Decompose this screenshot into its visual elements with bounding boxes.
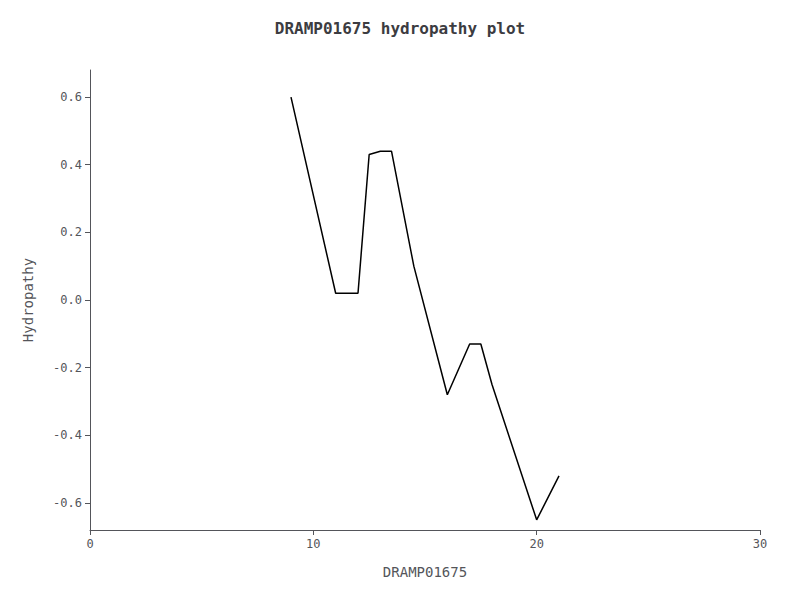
svg-text:0.2: 0.2 [60, 225, 82, 239]
svg-text:-0.4: -0.4 [53, 428, 82, 442]
svg-text:-0.2: -0.2 [53, 361, 82, 375]
svg-text:0.4: 0.4 [60, 158, 82, 172]
svg-text:DRAMP01675: DRAMP01675 [383, 564, 467, 580]
svg-text:Hydropathy: Hydropathy [20, 258, 36, 342]
svg-text:20: 20 [529, 537, 543, 551]
svg-text:10: 10 [306, 537, 320, 551]
svg-text:0: 0 [86, 537, 93, 551]
svg-text:DRAMP01675 hydropathy plot: DRAMP01675 hydropathy plot [275, 19, 525, 38]
svg-text:0.0: 0.0 [60, 293, 82, 307]
svg-text:0.6: 0.6 [60, 90, 82, 104]
svg-text:30: 30 [753, 537, 767, 551]
svg-text:-0.6: -0.6 [53, 496, 82, 510]
